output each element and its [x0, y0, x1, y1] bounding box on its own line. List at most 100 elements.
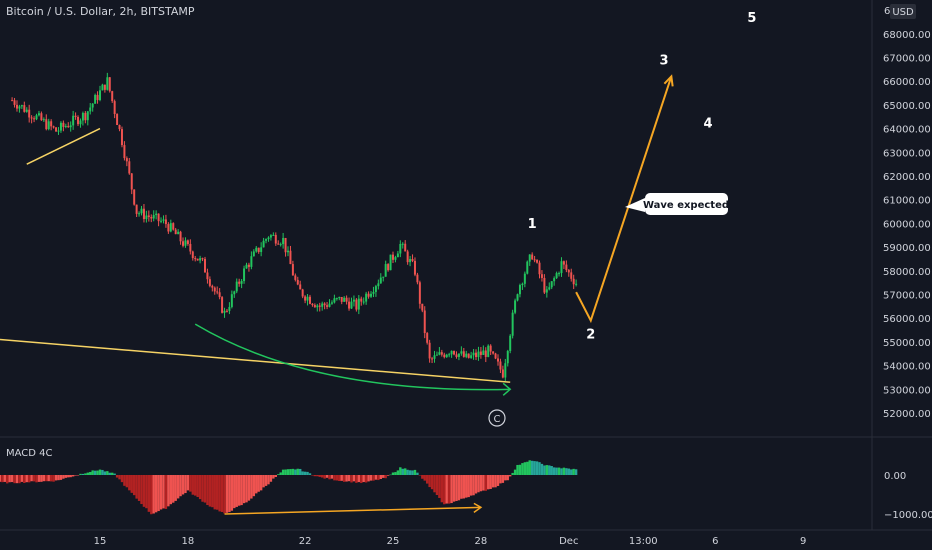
candle-body: [560, 261, 563, 274]
macd-bar: [42, 475, 46, 482]
macd-bar: [462, 475, 466, 499]
macd-bar: [460, 475, 463, 499]
macd-bar: [342, 475, 346, 482]
price-tick-label: 57000.00: [883, 291, 931, 302]
wave-label-2[interactable]: 2: [586, 327, 595, 342]
wave-label-4[interactable]: 4: [703, 116, 712, 131]
candle-body: [316, 305, 319, 308]
macd-bar: [418, 475, 422, 476]
candle-body: [81, 112, 84, 121]
candle-body: [453, 350, 456, 355]
macd-bar: [240, 475, 243, 506]
candle-body: [30, 117, 33, 119]
macd-bar: [69, 475, 72, 478]
candle-body: [218, 292, 221, 298]
price-axis[interactable]: 52000.00 53000.00 54000.00 55000.00 56000.00…: [883, 30, 931, 420]
macd-bar: [572, 468, 575, 475]
macd-bar: [389, 474, 392, 476]
wave-c-label: C: [494, 414, 501, 425]
support-curved-arrow[interactable]: [194, 323, 511, 391]
macd-bar: [20, 475, 24, 482]
candle-body: [357, 298, 360, 310]
candle-body: [211, 285, 214, 288]
macd-bar: [167, 475, 170, 507]
macd-divergence-arrow-head: [473, 502, 483, 513]
macd-bar: [474, 475, 478, 494]
time-axis[interactable]: 15 18 22 25 28 Dec 13:00 6 9: [94, 536, 807, 547]
macd-bar: [6, 475, 9, 484]
macd-bar: [377, 475, 380, 481]
macd-bar: [111, 472, 114, 475]
wave-label-5[interactable]: 5: [747, 11, 756, 26]
macd-bar: [93, 470, 97, 475]
candle-body: [321, 303, 324, 307]
macd-bar: [157, 475, 160, 512]
macd-bar: [89, 471, 92, 475]
macd-bar: [247, 475, 251, 501]
wave-label-1[interactable]: 1: [528, 217, 537, 232]
candle-body: [196, 258, 199, 261]
price-tick-label: 67000.00: [883, 54, 931, 65]
macd-title[interactable]: MACD 4C: [6, 448, 53, 459]
candle-body: [567, 269, 570, 273]
candle-body: [348, 301, 351, 309]
candle-body: [179, 231, 182, 242]
candle-body: [79, 120, 82, 125]
wave-label-3[interactable]: 3: [660, 54, 669, 69]
candle-body: [360, 298, 363, 302]
candle-body: [550, 281, 553, 288]
macd-bar: [40, 475, 43, 482]
macd-axis[interactable]: 0.00 −1000.00: [884, 471, 932, 521]
currency-badge[interactable]: USD: [892, 7, 914, 18]
candle-body: [250, 256, 253, 267]
macd-bar: [435, 475, 439, 496]
candle-body: [208, 279, 211, 286]
macd-bar: [469, 475, 473, 496]
macd-bar: [396, 470, 400, 475]
macd-tick-label: 0.00: [884, 471, 906, 482]
candle-body: [504, 363, 507, 378]
macd-bar: [186, 475, 190, 491]
candle-body: [299, 284, 302, 290]
trendline-long[interactable]: [0, 338, 511, 383]
candle-body: [186, 240, 189, 244]
macd-bar: [23, 475, 26, 484]
macd-bar: [62, 475, 65, 479]
macd-bar: [250, 475, 253, 499]
currency-badge-bg[interactable]: [890, 4, 916, 19]
trendline-short[interactable]: [26, 127, 101, 165]
macd-bar: [338, 475, 341, 482]
candle-body: [233, 291, 236, 295]
candle-body: [182, 241, 185, 246]
candle-body: [328, 303, 331, 307]
candle-body: [396, 253, 399, 258]
macd-bar: [487, 475, 490, 490]
macd-bar: [530, 460, 534, 475]
candle-body: [413, 260, 416, 275]
macd-bar: [565, 468, 568, 475]
macd-bar: [516, 464, 519, 475]
macd-bar: [59, 475, 63, 480]
candle-body: [438, 352, 441, 355]
macd-bar: [269, 475, 273, 482]
candle-body: [387, 264, 390, 271]
macd-bar: [509, 475, 512, 477]
candle-body: [389, 254, 392, 271]
candle-body: [67, 126, 70, 128]
candle-body: [431, 358, 434, 360]
macd-bar: [208, 475, 212, 507]
macd-bar: [147, 475, 151, 512]
symbol-title[interactable]: Bitcoin / U.S. Dollar, 2h, BITSTAMP: [6, 5, 195, 18]
macd-bar: [118, 475, 121, 480]
candle-body: [565, 264, 568, 270]
macd-divergence-line[interactable]: [224, 506, 481, 515]
candle-body: [482, 350, 485, 355]
price-tick-label: 53000.00: [883, 385, 931, 396]
macd-bar: [477, 475, 480, 493]
wave-projection-path[interactable]: [575, 76, 673, 324]
callout-box: [645, 193, 728, 215]
macd-bar: [235, 475, 238, 507]
candle-body: [492, 351, 495, 354]
wave-expected-callout[interactable]: Wave expected: [625, 193, 729, 215]
